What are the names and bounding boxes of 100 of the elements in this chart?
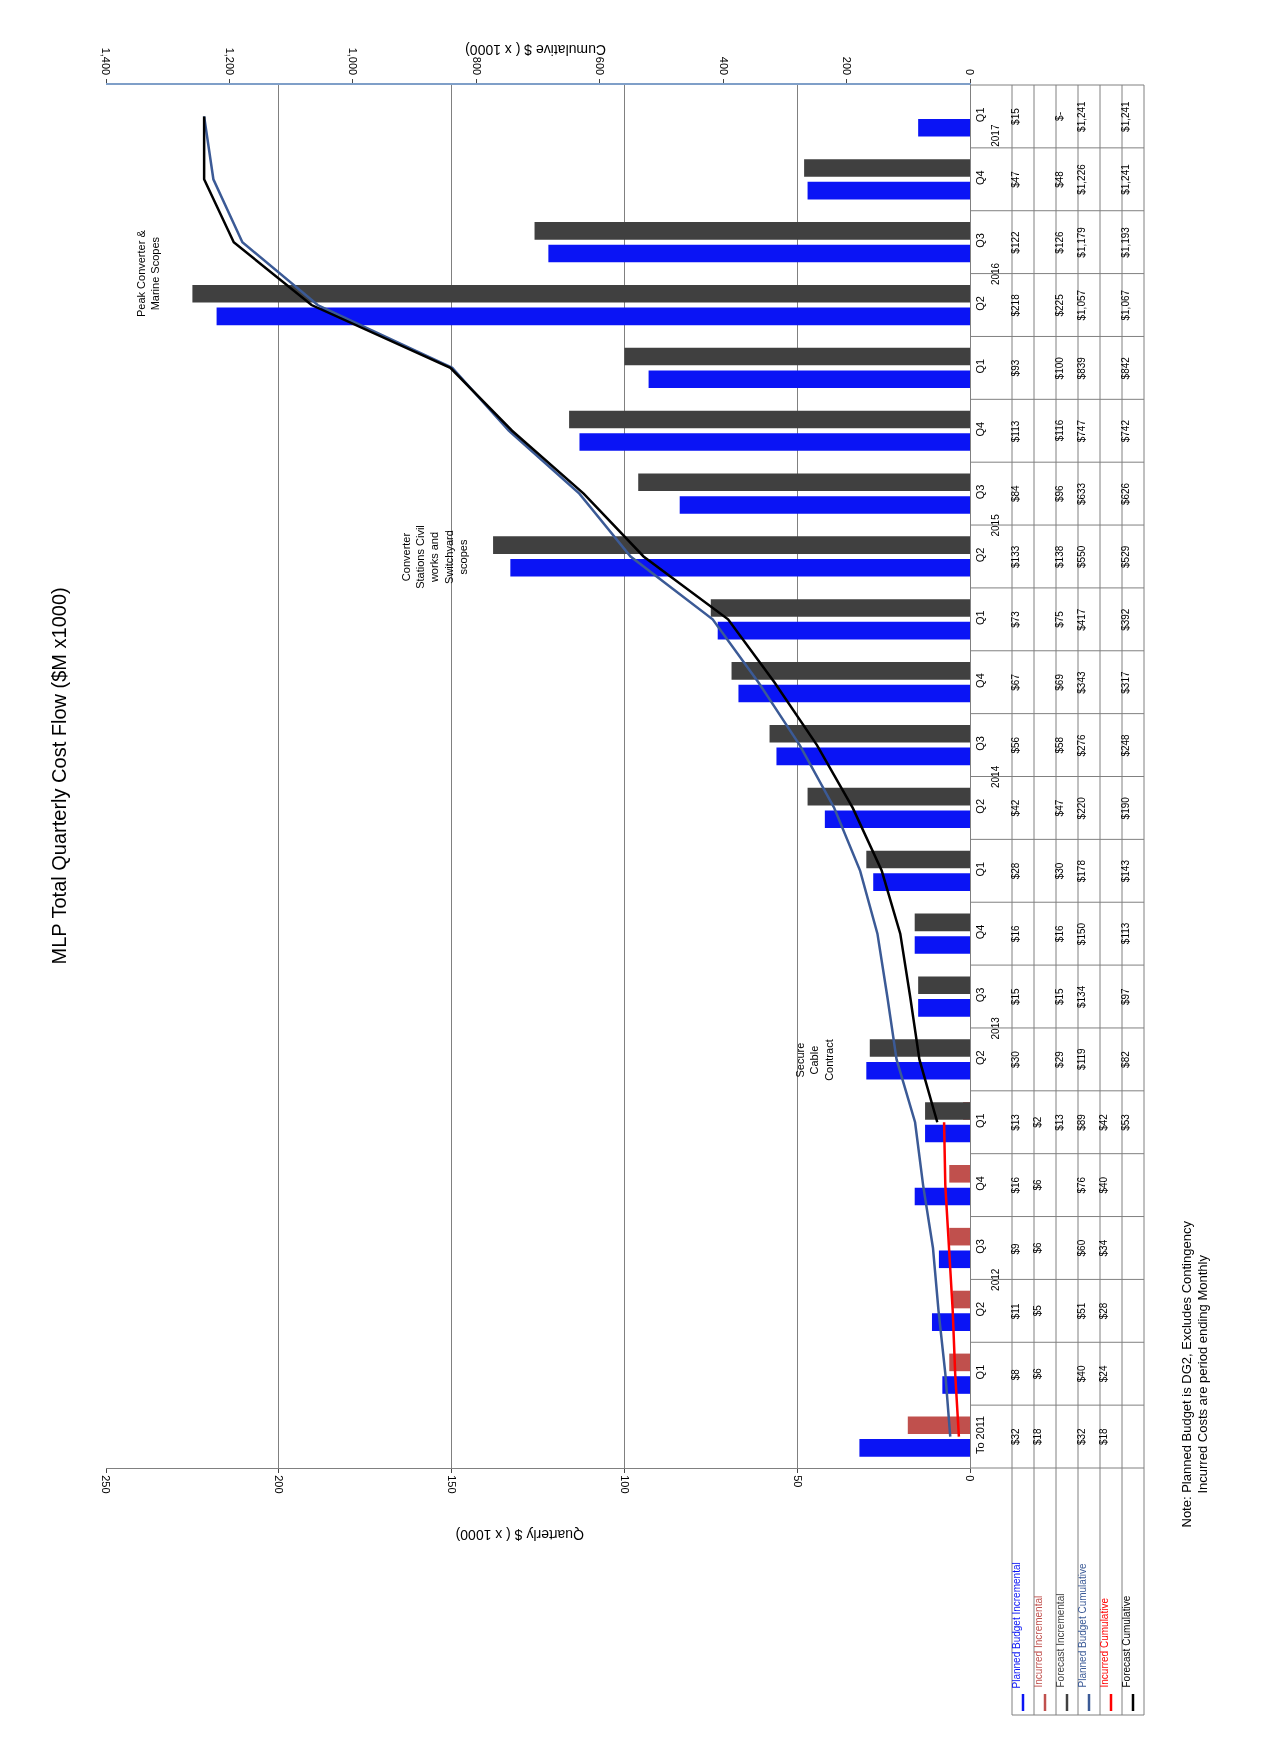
data-label: $67 (1010, 673, 1022, 691)
data-label: $839 (1075, 356, 1087, 380)
bar (866, 850, 970, 869)
data-label: $417 (1076, 608, 1088, 631)
text: Incurred Incremental (1032, 1595, 1044, 1688)
data-label: $126 (1054, 230, 1066, 254)
data-label: $42 (1009, 799, 1021, 817)
data-label: $40 (1098, 1176, 1110, 1194)
x2-tick-label: 600 (594, 56, 607, 76)
y-tick-label: Q1 (974, 1364, 987, 1380)
data-label: $69 (1054, 673, 1066, 691)
bar (807, 787, 970, 806)
bar (569, 410, 970, 429)
bar (731, 662, 970, 680)
data-label: $747 (1075, 419, 1087, 443)
y-tick-label: Q4 (974, 673, 987, 688)
data-label: $97 (1119, 987, 1131, 1006)
bar (914, 913, 970, 932)
data-label: $178 (1075, 859, 1087, 883)
text: 2014 (990, 765, 1001, 788)
text: 2017 (990, 124, 1002, 147)
bar (869, 1039, 970, 1057)
data-label: $5 (1031, 1304, 1043, 1317)
data-label: $48 (1054, 170, 1066, 188)
data-label: $1,193 (1120, 226, 1132, 258)
data-label: $134 (1075, 985, 1087, 1009)
y-tick-label: Q3 (974, 1238, 987, 1254)
text: Forecast Incremental (1054, 1593, 1066, 1688)
data-label: $9 (1009, 1242, 1021, 1255)
data-label: $1,226 (1076, 163, 1088, 195)
data-label: $82 (1120, 1050, 1132, 1068)
data-label: $47 (1010, 170, 1022, 188)
x-tick-label: 50 (791, 1475, 804, 1488)
data-label: $15 (1053, 987, 1065, 1006)
data-label: $40 (1075, 1365, 1087, 1383)
bar (216, 307, 970, 326)
data-label: $6 (1032, 1179, 1044, 1191)
x2-tick-label: 1,400 (100, 47, 113, 76)
data-label: $30 (1010, 1050, 1022, 1068)
data-label: $34 (1097, 1239, 1109, 1257)
data-label: $550 (1076, 545, 1088, 568)
bar (534, 222, 970, 240)
y-tick-label: Q1 (974, 1113, 987, 1128)
data-label: $16 (1053, 925, 1065, 943)
bar (949, 1165, 970, 1183)
data-label: $626 (1119, 482, 1131, 506)
bar (925, 1102, 970, 1120)
y-tick-label: Q2 (974, 1050, 987, 1066)
annotation: Converter Stations Civil works and Switchyard scopes (399, 525, 470, 589)
data-label: $60 (1075, 1239, 1087, 1257)
x-tick-label: 200 (273, 1475, 286, 1494)
data-label: $51 (1075, 1302, 1087, 1320)
y-tick-label: Q3 (974, 233, 987, 248)
bar (918, 976, 970, 995)
x-tick-label: 150 (446, 1475, 459, 1494)
x-axis-title: Quarterly $ ( x 1000) (455, 1527, 584, 1543)
y-tick-label: Q3 (974, 987, 987, 1003)
y-tick-label: Q1 (974, 861, 987, 877)
data-label: $1,067 (1120, 289, 1132, 321)
bar (866, 1061, 970, 1080)
data-label: $15 (1010, 107, 1022, 125)
data-label: $343 (1076, 671, 1088, 694)
data-label: $29 (1054, 1050, 1066, 1068)
text: 2012 (990, 1268, 1002, 1291)
data-label: $15 (1009, 987, 1021, 1006)
data-label: $24 (1097, 1365, 1109, 1383)
data-label: $100 (1053, 356, 1065, 380)
bar (579, 433, 970, 451)
data-label: $842 (1119, 356, 1131, 380)
data-label: $76 (1076, 1176, 1088, 1194)
data-label: $218 (1010, 293, 1022, 317)
annotation: Peak Converter & Marine Scopes (134, 229, 162, 318)
bar (907, 1416, 970, 1435)
data-label: $150 (1075, 922, 1087, 946)
y-tick-label: Q4 (974, 1176, 987, 1191)
data-label: $56 (1010, 736, 1022, 754)
y-tick-label: Q4 (974, 170, 987, 185)
x2-tick-label: 0 (964, 69, 977, 76)
y-tick-label: To 2011 (974, 1415, 987, 1455)
data-label: $248 (1120, 733, 1132, 757)
bar (493, 536, 970, 554)
text: Planned Budget Cumulative (1076, 1563, 1088, 1688)
data-label: $13 (1054, 1113, 1066, 1131)
bar (925, 1124, 970, 1143)
data-label: $225 (1054, 293, 1066, 317)
x2-axis-title: Cumulative $ ( x 1000) (465, 42, 606, 58)
data-label: $633 (1075, 482, 1087, 506)
data-label: $30 (1053, 862, 1065, 880)
bar (648, 370, 970, 388)
bar (952, 1290, 970, 1309)
bar (918, 999, 970, 1017)
bar (859, 1439, 970, 1457)
x2-tick-label: 400 (717, 56, 730, 76)
bar (873, 873, 970, 891)
data-label: $28 (1097, 1302, 1109, 1320)
data-label: $113 (1119, 922, 1131, 945)
data-label: $28 (1009, 862, 1021, 880)
bar (807, 181, 970, 200)
x2-tick-label: 200 (840, 56, 853, 76)
text: Incurred Cumulative (1098, 1597, 1110, 1688)
